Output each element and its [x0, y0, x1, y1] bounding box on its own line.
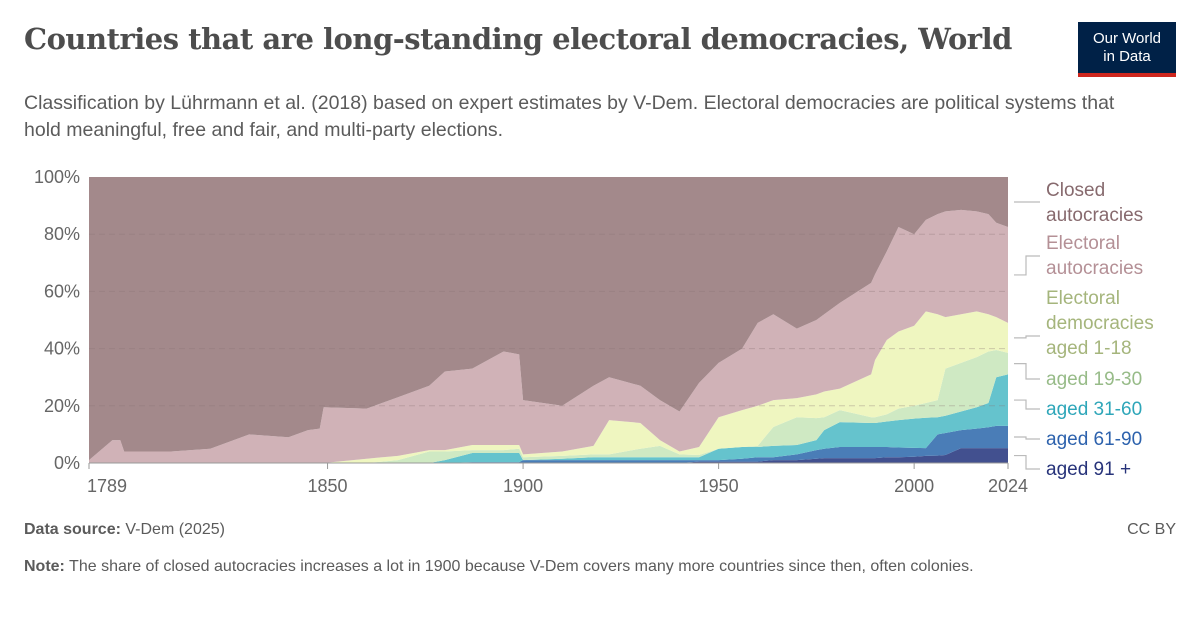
area-aged-19-30: [89, 350, 1008, 463]
y-tick-label: 100%: [34, 167, 80, 187]
y-tick-label: 60%: [44, 281, 80, 301]
chart-subtitle: Classification by Lührmann et al. (2018)…: [24, 92, 1115, 141]
chart-title: Countries that are long-standing elector…: [24, 22, 1012, 56]
legend-aged-19-30[interactable]: aged 19-30: [1046, 369, 1143, 390]
logo-line-2: in Data: [1103, 48, 1151, 65]
license[interactable]: CC BY: [1127, 521, 1176, 538]
x-tick-label: 1950: [699, 476, 739, 496]
y-tick-label: 80%: [44, 224, 80, 244]
note-label: Note:: [24, 558, 65, 575]
area-aged-91-: [89, 448, 1008, 463]
note-text: The share of closed autocracies increase…: [69, 558, 974, 575]
area-electoral-democracies-aged-1-18: [89, 311, 1008, 463]
source-label: Data source:: [24, 521, 121, 538]
legend-connector: [1014, 399, 1040, 410]
legend-electoral-autocracies[interactable]: Electoral autocracies: [1046, 233, 1144, 279]
x-tick-label: 1900: [503, 476, 543, 496]
legend-aged-61-90[interactable]: aged 61-90: [1046, 429, 1143, 450]
legend-aged-31-60[interactable]: aged 31-60: [1046, 399, 1143, 420]
chart-note: Note: The share of closed autocracies in…: [24, 555, 1174, 578]
owid-logo[interactable]: Our World in Data: [1078, 22, 1176, 77]
x-tick-label: 2000: [894, 476, 934, 496]
data-source: Data source: V-Dem (2025): [24, 521, 225, 539]
y-tick-label: 40%: [44, 339, 80, 359]
area-electoral-autocracies: [89, 209, 1008, 463]
x-tick-label: 1789: [87, 476, 127, 496]
legend-aged-91-plus[interactable]: aged 91 +: [1046, 459, 1132, 480]
legend-connector: [1014, 454, 1040, 470]
legend-connector: [1014, 363, 1040, 380]
legend-connector: [1014, 436, 1040, 440]
y-tick-label: 0%: [54, 453, 80, 473]
logo-bar: [1078, 73, 1176, 77]
area-closed-autocracies: [89, 177, 1008, 461]
x-tick-label: 1850: [308, 476, 348, 496]
legend-electoral-democracies-1-18[interactable]: Electoral democracies aged 1-18: [1046, 288, 1154, 359]
legend-connector: [1014, 255, 1040, 276]
y-tick-label: 20%: [44, 396, 80, 416]
source-link[interactable]: V-Dem (2025): [125, 521, 225, 538]
logo-line-1: Our World: [1092, 30, 1162, 47]
legend-connector: [1014, 335, 1040, 339]
legend-closed-autocracies[interactable]: Closed autocracies: [1046, 180, 1144, 226]
x-tick-label: 2024: [988, 476, 1028, 496]
